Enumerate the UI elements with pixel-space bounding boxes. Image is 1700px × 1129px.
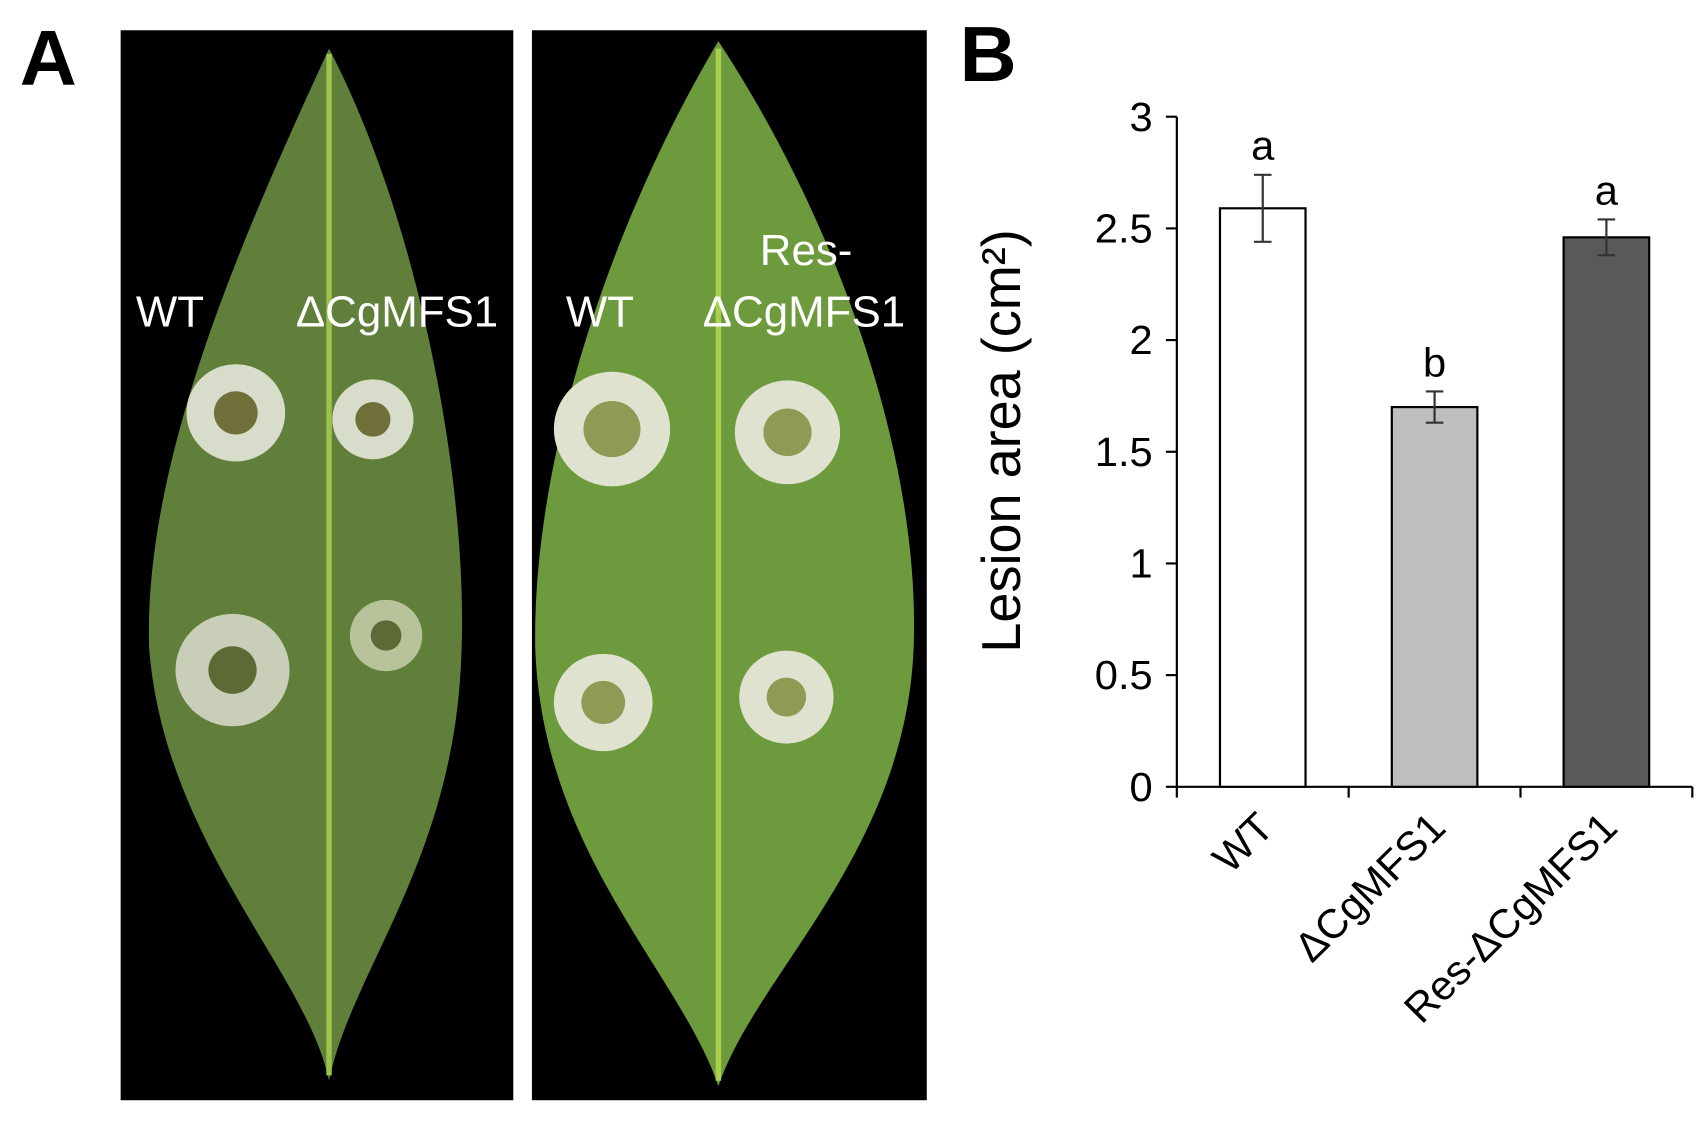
leaf xyxy=(535,41,915,1087)
leaf-label: WT xyxy=(566,289,634,337)
bar xyxy=(1218,207,1307,788)
leaf-photo: WT Res- ΔCgMFS1 xyxy=(531,30,927,1101)
lesion-center xyxy=(766,677,807,717)
significance-label: b xyxy=(1423,340,1446,386)
bar xyxy=(1390,406,1479,788)
panel-label: A xyxy=(20,14,77,101)
y-axis-label: Lesion area (cm²) xyxy=(971,229,1032,652)
lesion-center xyxy=(763,408,812,457)
leaf-photo: WT ΔCgMFS1 xyxy=(120,30,514,1101)
leaf-label: WT xyxy=(136,289,204,337)
lesion-center xyxy=(208,646,257,694)
lesion-center xyxy=(370,620,402,651)
significance-label: a xyxy=(1251,123,1274,169)
y-tick-label: 1.5 xyxy=(1095,429,1153,475)
bar xyxy=(1562,236,1651,788)
leaf-label: ΔCgMFS1 xyxy=(703,289,905,337)
significance-label: a xyxy=(1595,168,1618,214)
lesion-center xyxy=(583,400,641,458)
leaf xyxy=(148,48,463,1081)
leaf-label: ΔCgMFS1 xyxy=(296,289,498,337)
panel-label: B xyxy=(960,11,1017,98)
y-tick-label: 3 xyxy=(1130,94,1153,140)
x-tick-label: WT xyxy=(1204,804,1283,881)
y-tick-label: 0 xyxy=(1130,764,1153,810)
lesion-center xyxy=(213,391,258,435)
x-tick-label: ΔCgMFS1 xyxy=(1285,804,1454,970)
lesion-center xyxy=(355,402,391,437)
y-tick-label: 2.5 xyxy=(1095,206,1153,252)
y-tick-label: 1 xyxy=(1130,541,1153,587)
bar-chart: 0 0.5 1 1.5 2 2.5 3 Lesion area (cm²) WT a ΔCgMFS1… xyxy=(971,94,1694,1032)
leaf-label: Res- xyxy=(760,227,853,275)
lesion-center xyxy=(581,680,626,725)
y-tick-label: 0.5 xyxy=(1095,652,1153,698)
y-tick-label: 2 xyxy=(1130,317,1153,363)
